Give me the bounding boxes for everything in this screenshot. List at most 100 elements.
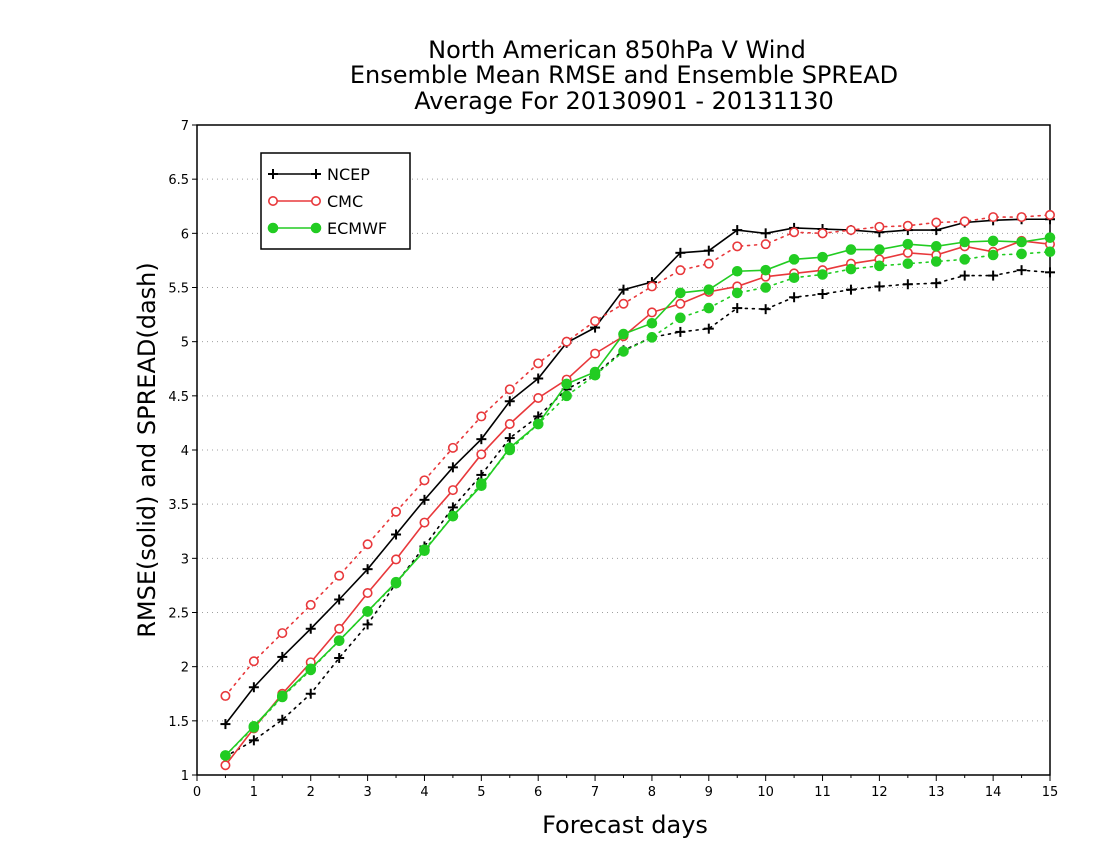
series-cmc xyxy=(220,209,1056,771)
data-point xyxy=(267,196,278,207)
data-point xyxy=(391,529,402,540)
data-point xyxy=(930,256,942,267)
legend: NCEP CMC ECMWF xyxy=(260,152,411,250)
data-point xyxy=(533,358,544,369)
data-point xyxy=(248,656,259,667)
data-point xyxy=(703,245,714,256)
data-point xyxy=(675,298,686,309)
data-point xyxy=(476,411,487,422)
data-point xyxy=(532,418,544,430)
data-point xyxy=(533,392,544,403)
data-point xyxy=(760,264,771,276)
x-tick-label: 12 xyxy=(871,785,888,800)
data-point xyxy=(646,281,657,292)
axes: 11.522.533.544.555.566.570 1 2 3 4 5 6 7 8 9 10 11 1… xyxy=(168,119,1058,800)
data-point xyxy=(504,442,516,454)
data-point xyxy=(845,284,856,295)
legend-label: ECMWF xyxy=(327,219,387,238)
rmse-line xyxy=(224,236,1051,757)
data-point xyxy=(959,216,970,227)
data-point xyxy=(987,249,999,261)
data-point xyxy=(845,263,857,275)
data-point xyxy=(268,169,278,179)
data-point xyxy=(1016,212,1027,223)
data-point xyxy=(447,502,458,513)
x-tick-label: 7 xyxy=(591,785,599,800)
data-point xyxy=(789,292,800,303)
data-point xyxy=(334,594,345,605)
chart-title: North American 850hPa V Wind Ensemble Me… xyxy=(350,36,898,115)
data-point xyxy=(788,254,800,265)
data-point xyxy=(988,270,999,281)
data-point xyxy=(362,564,373,575)
data-point xyxy=(675,247,686,258)
data-point xyxy=(930,241,942,252)
y-tick-label: 5 xyxy=(181,336,189,351)
data-point xyxy=(504,384,515,395)
data-point xyxy=(277,690,288,702)
data-point xyxy=(618,284,629,295)
y-tick-label: 2 xyxy=(181,661,189,676)
data-point xyxy=(1045,209,1056,220)
data-point xyxy=(845,225,856,236)
data-point xyxy=(305,663,317,675)
data-point xyxy=(703,302,715,314)
data-point xyxy=(760,228,771,239)
x-tick-label: 9 xyxy=(705,785,713,800)
data-point xyxy=(447,510,459,522)
data-point xyxy=(731,265,743,277)
y-tick-label: 3 xyxy=(181,552,189,567)
data-point xyxy=(703,258,714,269)
data-point xyxy=(1045,267,1055,278)
data-point xyxy=(267,222,279,234)
data-point xyxy=(988,212,999,223)
data-point xyxy=(817,289,828,299)
data-point xyxy=(248,720,260,732)
data-point xyxy=(590,348,601,359)
grid-lines xyxy=(197,178,1050,722)
data-point xyxy=(874,260,885,272)
data-point xyxy=(334,570,345,581)
data-point xyxy=(391,554,402,565)
data-point xyxy=(931,217,942,228)
data-point xyxy=(220,690,231,701)
x-tick-label: 3 xyxy=(363,785,371,800)
data-point xyxy=(362,539,373,550)
data-point xyxy=(675,287,686,299)
data-point xyxy=(931,278,942,289)
data-point xyxy=(646,332,658,343)
data-point xyxy=(305,623,316,634)
x-tick-label: 2 xyxy=(307,785,315,800)
data-point xyxy=(902,220,913,231)
data-point xyxy=(248,735,259,746)
x-tick-label: 15 xyxy=(1042,785,1059,800)
data-point xyxy=(902,279,913,290)
title-line-1: North American 850hPa V Wind xyxy=(428,36,806,64)
data-point xyxy=(646,317,658,329)
x-axis-label: Forecast days xyxy=(542,811,708,839)
data-point xyxy=(675,265,686,276)
data-point xyxy=(476,434,487,445)
data-point xyxy=(959,236,971,248)
data-point xyxy=(732,225,743,236)
x-tick-label: 6 xyxy=(534,785,542,800)
data-point xyxy=(589,366,601,378)
spread-line xyxy=(224,250,1051,757)
data-point xyxy=(1044,232,1056,243)
data-point xyxy=(561,378,572,390)
data-point xyxy=(391,506,402,517)
data-point xyxy=(959,254,971,265)
y-tick-label: 7 xyxy=(181,119,189,134)
data-point xyxy=(788,272,800,284)
data-point xyxy=(760,304,771,315)
legend-item-ncep: NCEP xyxy=(268,165,370,184)
x-tick-label: 0 xyxy=(193,785,201,800)
data-point xyxy=(1016,265,1027,276)
data-point xyxy=(618,298,629,309)
data-point xyxy=(419,494,430,505)
data-point xyxy=(447,462,458,473)
legend-label: NCEP xyxy=(327,165,370,184)
data-point xyxy=(390,576,402,588)
data-point xyxy=(732,241,743,252)
data-point xyxy=(220,750,231,761)
